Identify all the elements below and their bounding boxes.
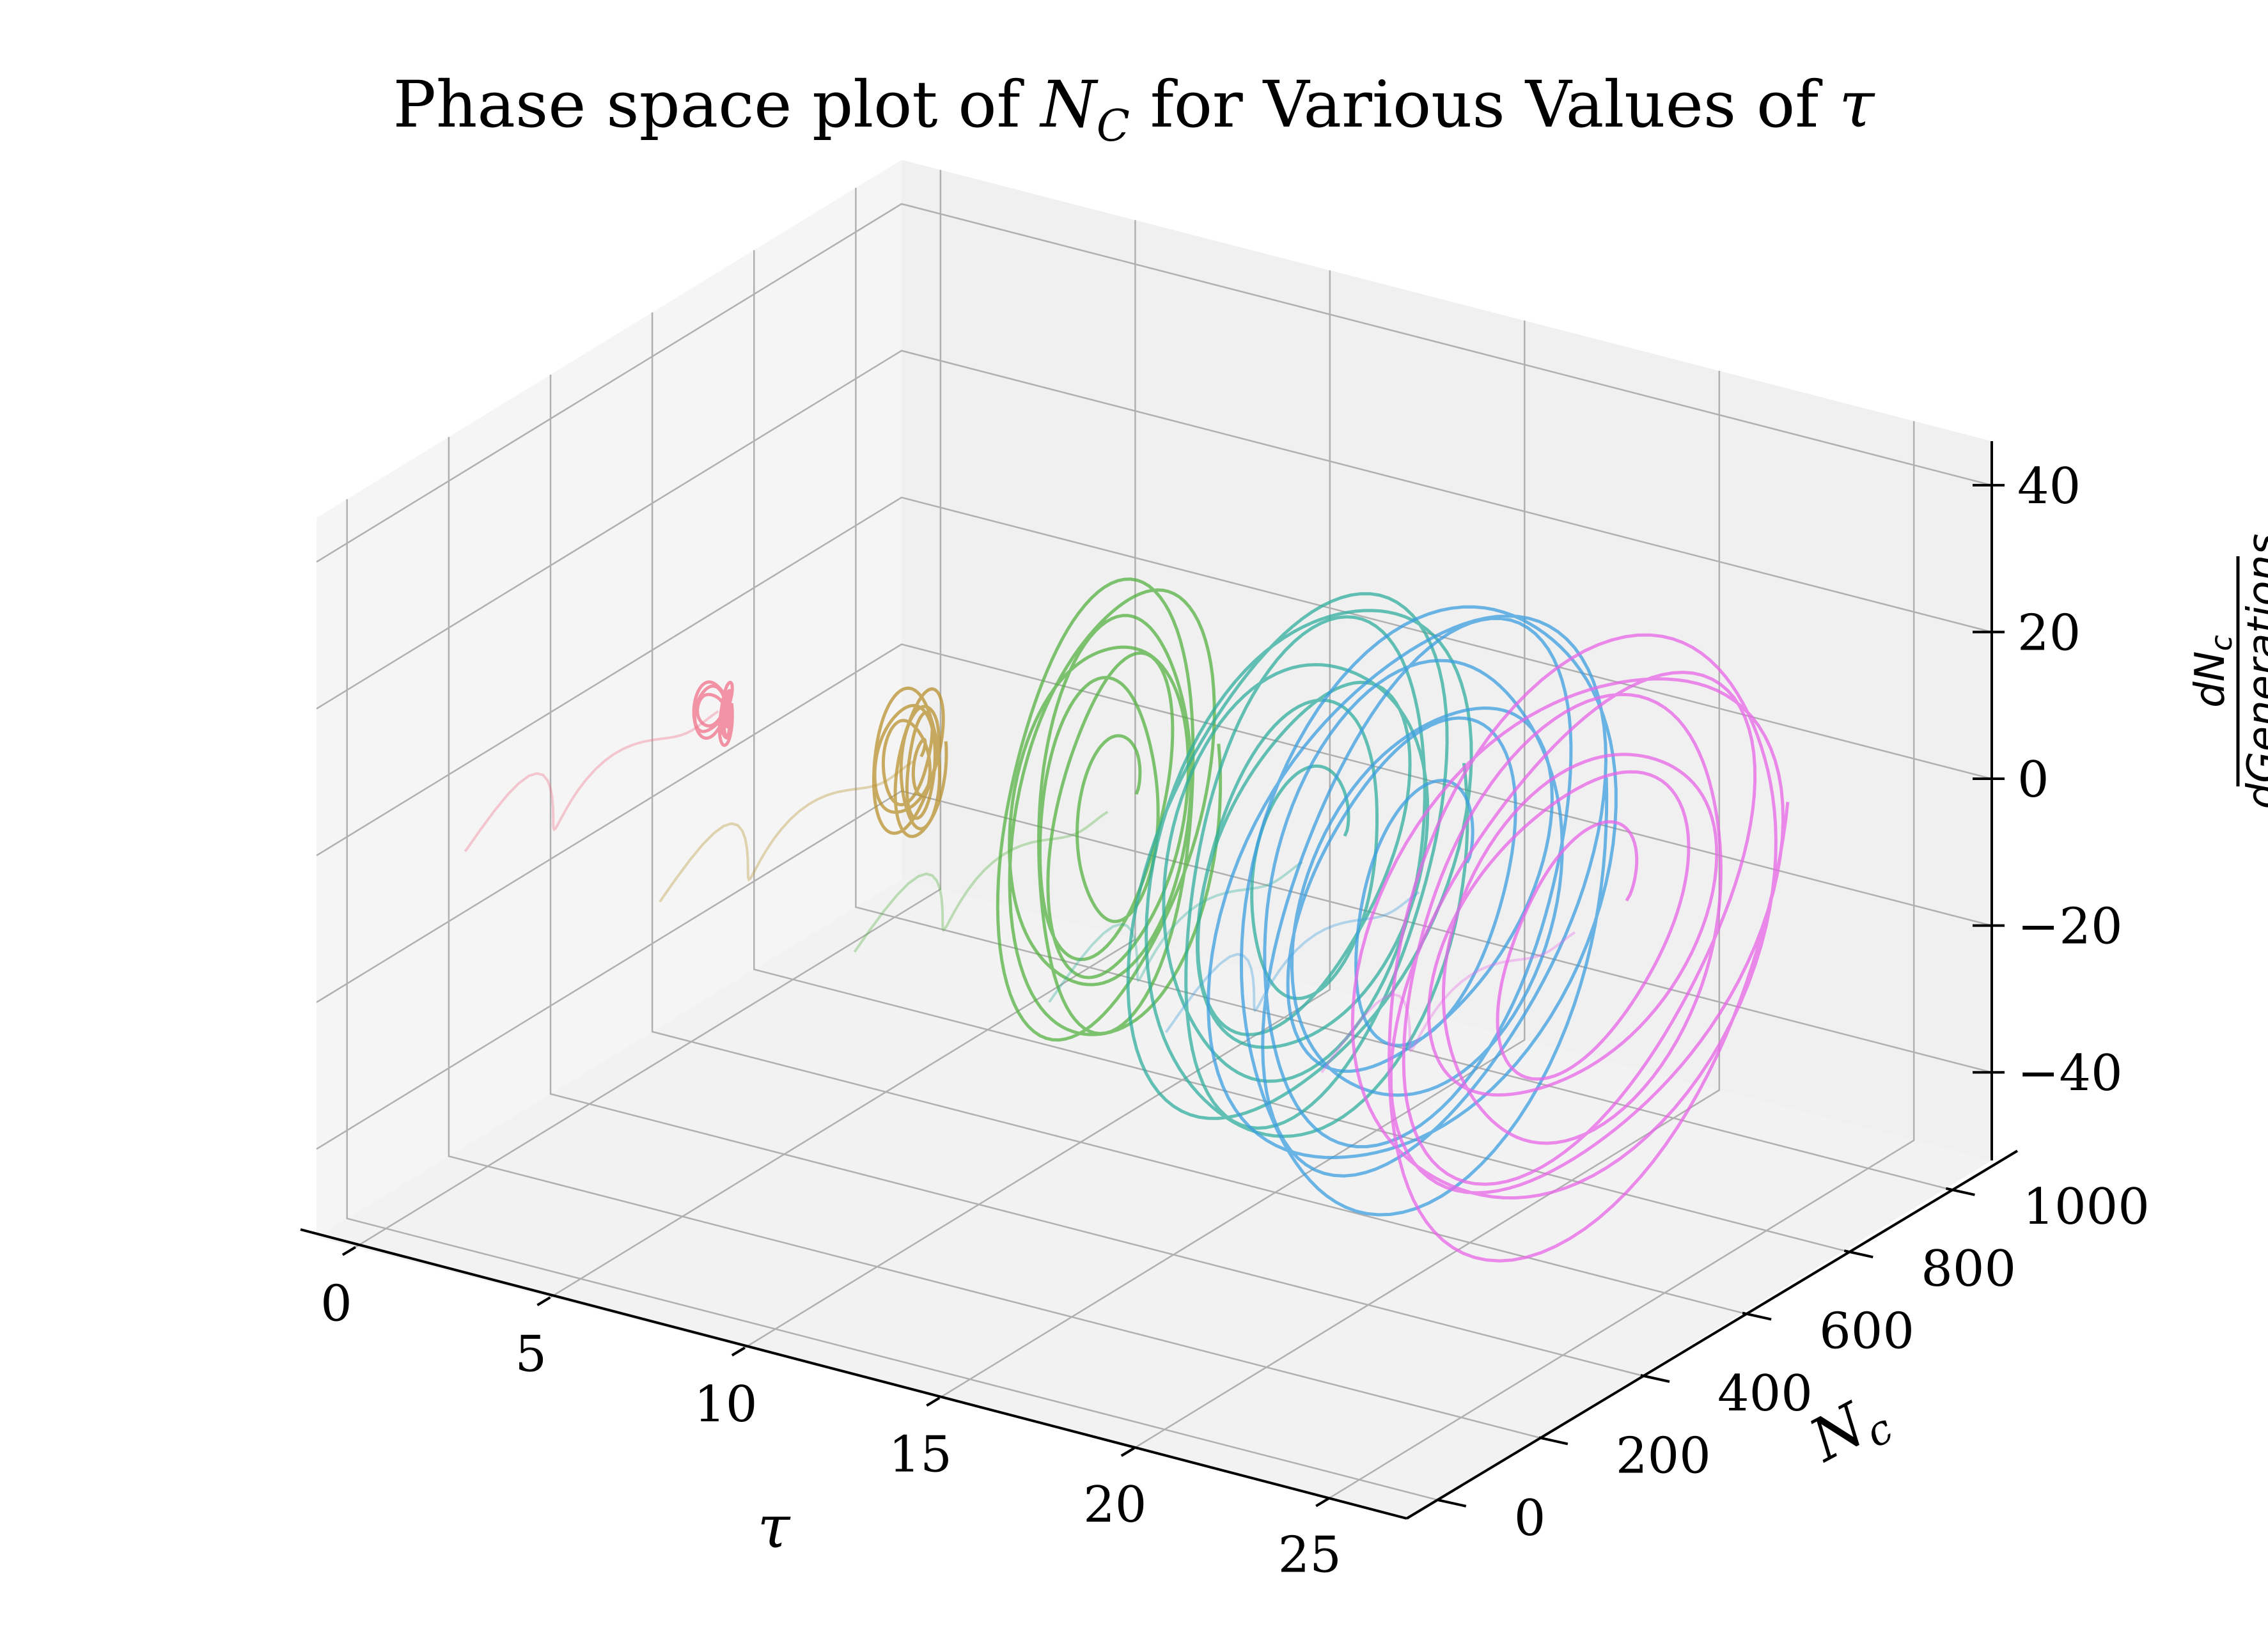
z-tick-label-3: 20 [2017,604,2081,662]
y-tick-mark-1 [1538,1436,1568,1446]
grid-line-x-4 [1134,371,1721,1449]
series-tau-7-orbit [872,686,948,838]
grid-line-y-1 [448,437,1540,1439]
z-axis-numerator-base: dN [2187,651,2234,708]
series-tau-2-transient [464,710,719,852]
series-tau-20-orbit [1207,605,1618,1217]
series-tau-24 [1320,633,1790,1263]
x-tick-mark-0 [341,1245,356,1256]
pane-left [317,160,902,1237]
grid-lines [316,169,1992,1501]
x-axis-line [300,1228,1407,1520]
z-tick-label-2: 0 [2017,751,2049,809]
title-middle: for Various Values of [1130,67,1839,142]
grid-line-x-2 [744,270,1331,1348]
y-tick-mark-5 [1945,1187,1975,1196]
series-tau-7-transient [659,760,914,903]
z-axis-numerator-sub: c [2204,635,2239,651]
x-tick-label-5: 25 [1278,1527,1341,1584]
y-tick-mark-3 [1742,1311,1772,1321]
z-tick-label-1: −20 [2017,898,2123,956]
z-tick-label-4: 40 [2017,458,2081,515]
x-axis-title: τ [758,1493,792,1561]
y-axis-line [1405,1150,2019,1520]
series-tau-12-transient [853,811,1109,953]
grid-line-x-5 [1328,421,1915,1499]
axis-lines [300,441,2019,1520]
x-tick-mark-2 [731,1346,746,1357]
series-tau-2-orbit [692,680,734,747]
x-tick-mark-1 [536,1296,551,1307]
y-tick-mark-2 [1640,1374,1670,1383]
grid-line-z-3 [316,350,1992,710]
x-tick-label-1: 5 [515,1325,547,1383]
grid-line-z-4 [316,203,1992,563]
y-axis-title: Nc [1798,1380,1900,1483]
grid-line-x-1 [549,220,1136,1299]
grid-line-y-4 [753,250,1845,1252]
z-axis-title: dNc dGenerations [2187,534,2268,809]
y-tick-label-3: 600 [1819,1303,1914,1361]
grid-line-y-3 [651,312,1743,1314]
y-tick-label-4: 800 [1921,1240,2016,1298]
grid-line-z-2 [316,496,1992,857]
series-tau-7 [659,686,948,903]
series-layer [464,577,1790,1263]
y-tick-mark-4 [1843,1249,1873,1259]
x-tick-label-0: 0 [320,1276,352,1333]
chart-title: Phase space plot of NC for Various Value… [393,67,1875,152]
series-tau-17-transient [1048,861,1303,1003]
series-tau-20 [1164,605,1618,1217]
x-tick-label-2: 10 [694,1376,757,1433]
title-symbol-end: τ [1839,67,1875,142]
grid-line-x-3 [939,320,1526,1399]
pane-floor [317,879,1992,1518]
grid-line-y-0 [346,499,1438,1501]
y-tick-mark-0 [1437,1498,1467,1508]
y-tick-label-0: 0 [1514,1490,1546,1547]
title-prefix: Phase space plot of [393,67,1041,142]
y-tick-label-2: 400 [1717,1365,1813,1423]
grid-line-x-0 [355,169,942,1248]
z-axis-title-denominator: dGenerations [2239,534,2268,809]
title-symbol-sub: C [1097,101,1130,152]
grid-line-y-5 [855,187,1946,1190]
x-tick-mark-5 [1315,1497,1330,1508]
x-tick-label-4: 20 [1083,1476,1146,1534]
x-tick-label-3: 15 [889,1426,952,1483]
y-tick-label-5: 1000 [2022,1178,2150,1236]
z-axis-title-numerator: dNc [2187,635,2239,708]
x-tick-mark-3 [926,1396,941,1407]
z-tick-label-0: −40 [2017,1045,2123,1102]
x-tick-mark-4 [1120,1447,1135,1457]
series-tau-24-orbit [1350,633,1790,1263]
series-tau-2 [464,680,734,852]
grid-line-y-2 [549,375,1641,1377]
y-tick-label-1: 200 [1616,1427,1711,1485]
title-symbol: N [1039,67,1099,142]
